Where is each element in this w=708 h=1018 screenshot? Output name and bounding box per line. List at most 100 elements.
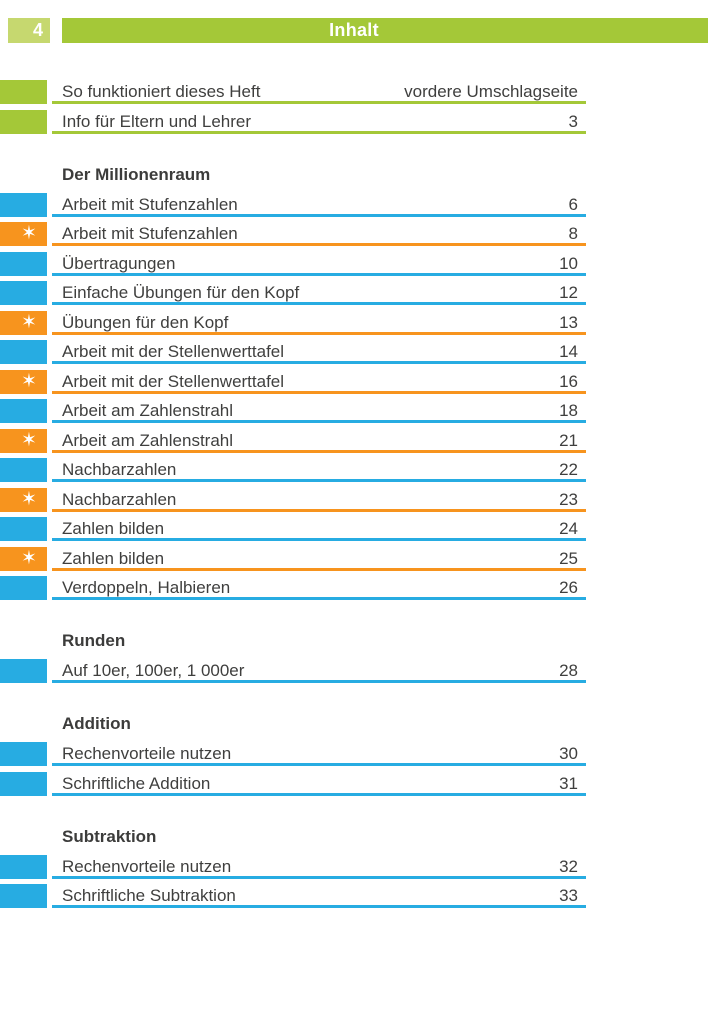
row-label: Rechenvorteile nutzen	[62, 744, 232, 763]
row-page-number: 16	[559, 371, 578, 391]
toc-row: Übertragungen 10	[0, 251, 708, 276]
row-color-block: ✶	[0, 546, 47, 571]
toc-row: ✶ Arbeit am Zahlenstrahl 21	[0, 428, 708, 453]
star-icon: ✶	[21, 370, 37, 392]
row-rule	[52, 763, 586, 766]
star-icon: ✶	[21, 429, 37, 451]
row-page-number: 13	[559, 312, 578, 332]
row-rule	[52, 130, 586, 134]
row-label: Arbeit mit Stufenzahlen	[62, 224, 238, 243]
toc-row: Auf 10er, 100er, 1 000er 28	[0, 659, 708, 683]
page-number: 4	[32, 20, 43, 40]
row-label: Arbeit mit der Stellenwerttafel	[62, 371, 285, 391]
row-rule	[52, 449, 586, 453]
intro-rows: So funktioniert dieses Heft vordere Umsc…	[0, 80, 708, 134]
row-color-block	[0, 517, 47, 541]
row-rule	[52, 331, 586, 335]
row-color-block	[0, 192, 47, 217]
toc-row: ✶ Übungen für den Kopf 13	[0, 310, 708, 335]
row-label: Auf 10er, 100er, 1 000er	[62, 661, 245, 680]
toc-row: Rechenvorteile nutzen 30	[0, 742, 708, 766]
row-rule	[52, 905, 586, 908]
star-icon: ✶	[21, 488, 37, 510]
toc-row: Info für Eltern und Lehrer 3	[0, 109, 708, 134]
row-label: Rechenvorteile nutzen	[62, 856, 232, 876]
row-color-block	[0, 742, 47, 766]
section-rows: Rechenvorteile nutzen 32 Schriftliche Su…	[0, 854, 708, 908]
toc-row: Verdoppeln, Halbieren 26	[0, 576, 708, 600]
star-icon: ✶	[21, 547, 37, 569]
toc-row: ✶ Nachbarzahlen 23	[0, 487, 708, 512]
row-rule	[52, 538, 586, 541]
toc-section: Subtraktion Rechenvorteile nutzen 32 Sch…	[0, 826, 708, 908]
toc-row: Nachbarzahlen 22	[0, 458, 708, 482]
section-title: Addition	[62, 714, 131, 733]
row-rule	[52, 302, 586, 305]
page-title: Inhalt	[329, 20, 379, 40]
row-label: Nachbarzahlen	[62, 460, 177, 479]
toc-page: 4 Inhalt So funktioniert dieses Heft vor…	[0, 18, 708, 1018]
row-page-number: 32	[559, 856, 578, 876]
toc-row: Einfache Übungen für den Kopf 12	[0, 281, 708, 305]
section-rows: Auf 10er, 100er, 1 000er 28	[0, 659, 708, 683]
row-rule	[52, 875, 586, 879]
row-rule	[52, 792, 586, 796]
toc-section: Addition Rechenvorteile nutzen 30 Schrif…	[0, 715, 708, 796]
toc-sections: Der Millionenraum Arbeit mit Stufenzahle…	[0, 166, 708, 908]
toc-row: Schriftliche Subtraktion 33	[0, 884, 708, 908]
row-label: Arbeit mit Stufenzahlen	[62, 194, 238, 214]
page-header: 4 Inhalt	[0, 18, 708, 43]
star-icon: ✶	[21, 311, 37, 333]
row-color-block	[0, 109, 47, 134]
toc-content: So funktioniert dieses Heft vordere Umsc…	[0, 80, 708, 908]
toc-row: Arbeit mit Stufenzahlen 6	[0, 192, 708, 217]
row-color-block: ✶	[0, 369, 47, 394]
row-page-number: 10	[559, 253, 578, 273]
toc-row: Schriftliche Addition 31	[0, 771, 708, 796]
row-label: Verdoppeln, Halbieren	[62, 578, 231, 597]
section-rows: Rechenvorteile nutzen 30 Schriftliche Ad…	[0, 742, 708, 796]
row-page-number: 30	[559, 744, 578, 763]
row-color-block	[0, 251, 47, 276]
row-page-number: 3	[568, 111, 578, 131]
row-rule	[52, 101, 586, 104]
row-page-number: 24	[559, 519, 578, 538]
row-page-number: 31	[559, 773, 578, 793]
row-color-block	[0, 771, 47, 796]
row-color-block: ✶	[0, 428, 47, 453]
row-page-number: 22	[559, 460, 578, 479]
row-label: Zahlen bilden	[62, 519, 165, 538]
row-page-number: 25	[559, 548, 578, 568]
row-page-number: 26	[559, 578, 578, 597]
row-label: Übertragungen	[62, 253, 176, 273]
row-rule	[52, 597, 586, 600]
row-page-number: 18	[559, 401, 578, 420]
section-title: Subtraktion	[62, 826, 157, 846]
row-rule	[52, 390, 586, 394]
section-rows: Arbeit mit Stufenzahlen 6 ✶ Arbeit mit S…	[0, 192, 708, 600]
row-rule	[52, 361, 586, 364]
row-label: Zahlen bilden	[62, 548, 165, 568]
toc-row: So funktioniert dieses Heft vordere Umsc…	[0, 80, 708, 104]
row-color-block: ✶	[0, 222, 47, 246]
toc-row: ✶ Zahlen bilden 25	[0, 546, 708, 571]
row-page-number: 14	[559, 342, 578, 361]
row-color-block	[0, 659, 47, 683]
row-color-block	[0, 399, 47, 423]
section-title: Runden	[62, 631, 126, 650]
row-label: Einfache Übungen für den Kopf	[62, 283, 300, 302]
row-rule	[52, 479, 586, 482]
row-color-block	[0, 458, 47, 482]
row-page-number: 6	[568, 194, 578, 214]
row-label: Übungen für den Kopf	[62, 312, 229, 332]
header-bar	[62, 18, 708, 43]
row-label: Arbeit mit der Stellenwerttafel	[62, 342, 285, 361]
toc-row: Rechenvorteile nutzen 32	[0, 854, 708, 879]
row-rule	[52, 508, 586, 512]
toc-row: Zahlen bilden 24	[0, 517, 708, 541]
row-rule	[52, 213, 586, 217]
toc-section: Runden Auf 10er, 100er, 1 000er 28	[0, 632, 708, 683]
row-color-block: ✶	[0, 310, 47, 335]
toc-row: ✶ Arbeit mit Stufenzahlen 8	[0, 222, 708, 246]
toc-section: Der Millionenraum Arbeit mit Stufenzahle…	[0, 166, 708, 600]
